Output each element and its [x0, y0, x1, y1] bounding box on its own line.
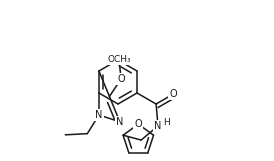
Text: O: O [117, 74, 125, 84]
Text: N: N [95, 110, 103, 120]
Text: N: N [116, 117, 124, 127]
Text: H: H [163, 118, 169, 127]
Text: OCH₃: OCH₃ [107, 55, 131, 64]
Text: O: O [135, 119, 142, 129]
Text: N: N [154, 121, 162, 131]
Text: O: O [169, 89, 177, 99]
